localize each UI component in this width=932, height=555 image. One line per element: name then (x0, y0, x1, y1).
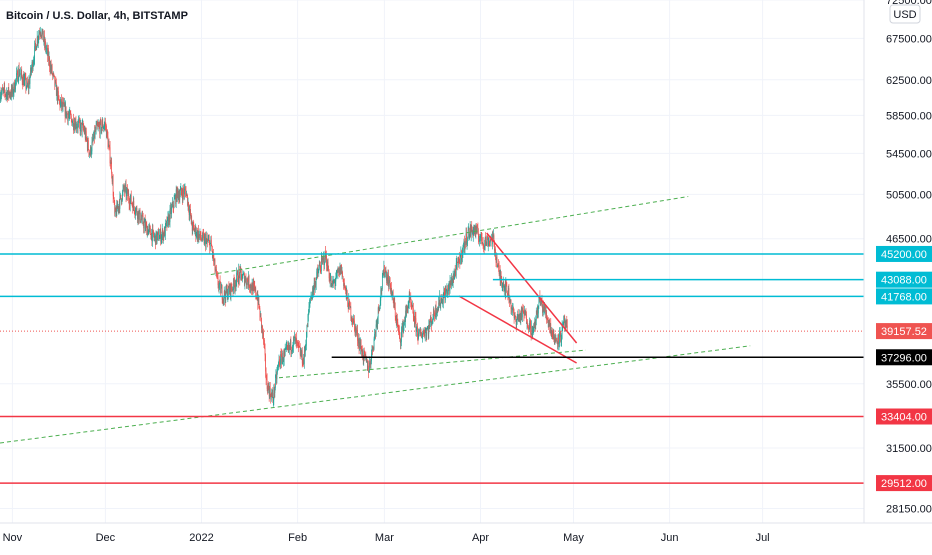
candle-body (261, 314, 262, 318)
candle-body (54, 75, 55, 77)
price-tick-label: 35500.00 (886, 379, 932, 391)
price-tag-label: 43088.00 (881, 275, 927, 287)
candle-body (400, 332, 401, 338)
price-tag-label: 33404.00 (881, 412, 927, 424)
candle-body (184, 189, 185, 194)
candle-body (306, 337, 307, 346)
candle-body (263, 332, 264, 340)
price-tag-label: 45200.00 (881, 249, 927, 261)
candle-body (131, 195, 132, 203)
candle-body (395, 308, 396, 317)
price-tick-label: 50500.00 (886, 189, 932, 201)
candle-body (310, 299, 311, 300)
time-tick-label: Apr (472, 532, 489, 544)
price-tick-label: 46500.00 (886, 234, 932, 246)
candle-body (210, 243, 211, 250)
candle-body (507, 286, 508, 291)
price-tick-label: 67500.00 (886, 33, 932, 45)
time-tick-label: May (563, 532, 584, 544)
candle-body (38, 34, 39, 38)
candle-body (58, 91, 59, 96)
candle-body (72, 123, 73, 126)
candle-body (382, 276, 383, 289)
price-tick-label: 54500.00 (886, 148, 932, 160)
candle-body (140, 210, 141, 221)
price-tick-label: 62500.00 (886, 75, 932, 87)
candle-body (43, 29, 44, 40)
candle-body (419, 330, 420, 332)
price-tag-label: 39157.52 (881, 326, 927, 338)
candle-body (255, 288, 256, 296)
price-tick-label: 31500.00 (886, 443, 932, 455)
time-tick-label: 2022 (189, 532, 213, 544)
currency-button[interactable]: USD (890, 5, 920, 23)
candle-body (121, 195, 122, 199)
candle-body (350, 307, 351, 319)
candle-body (567, 326, 568, 328)
candle-body (92, 142, 93, 151)
price-tag-label: 37296.00 (881, 352, 927, 364)
candle-body (468, 230, 469, 237)
candle-body (71, 116, 72, 119)
candle-body (275, 377, 276, 388)
price-tag-label: 41768.00 (881, 291, 927, 303)
time-tick-label: Dec (96, 532, 116, 544)
candle-body (494, 235, 495, 240)
time-tick-label: Nov (3, 532, 23, 544)
price-tag-label: 29512.00 (881, 478, 927, 490)
candle-body (354, 321, 355, 325)
candle-body (530, 323, 531, 334)
candle-body (241, 270, 242, 275)
candle-body (150, 228, 151, 235)
candle-body (440, 303, 441, 306)
time-tick-label: Jun (661, 532, 679, 544)
candle-body (53, 73, 54, 74)
candle-body (463, 247, 464, 253)
time-tick-label: Mar (375, 532, 394, 544)
chart-title: Bitcoin / U.S. Dollar, 4h, BITSTAMP (6, 10, 188, 22)
price-tick-label: 28150.00 (886, 503, 932, 515)
candle-body (88, 140, 89, 149)
candle-body (246, 277, 247, 282)
candle-body (495, 249, 496, 257)
candle-body (144, 223, 145, 229)
candle-body (221, 288, 222, 293)
candle-body (159, 239, 160, 240)
candle-body (174, 199, 175, 207)
candle-body (343, 276, 344, 278)
candle-body (298, 343, 299, 346)
candle-body (133, 201, 134, 207)
candle-body (342, 272, 343, 276)
candle-body (546, 312, 547, 318)
price-tick-label: 58500.00 (886, 110, 932, 122)
candle-body (389, 282, 390, 287)
candle-body (96, 125, 97, 131)
candle-body (291, 340, 292, 351)
time-tick-label: Feb (288, 532, 307, 544)
candle-body (324, 263, 325, 265)
candle-body (460, 257, 461, 264)
currency-label[interactable]: USD (893, 9, 916, 21)
candle-body (180, 190, 181, 195)
time-tick-label: Jul (756, 532, 770, 544)
